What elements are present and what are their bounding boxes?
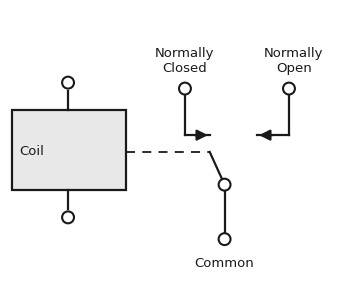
Bar bbox=[12, 110, 126, 190]
Circle shape bbox=[219, 179, 230, 191]
Circle shape bbox=[179, 83, 191, 94]
Circle shape bbox=[62, 77, 74, 89]
Text: Common: Common bbox=[195, 257, 255, 270]
Text: Normally
Open: Normally Open bbox=[264, 47, 324, 75]
Circle shape bbox=[283, 83, 295, 94]
Text: Normally
Closed: Normally Closed bbox=[155, 47, 215, 75]
Text: Coil: Coil bbox=[19, 145, 44, 159]
Circle shape bbox=[62, 211, 74, 223]
Circle shape bbox=[219, 233, 230, 245]
